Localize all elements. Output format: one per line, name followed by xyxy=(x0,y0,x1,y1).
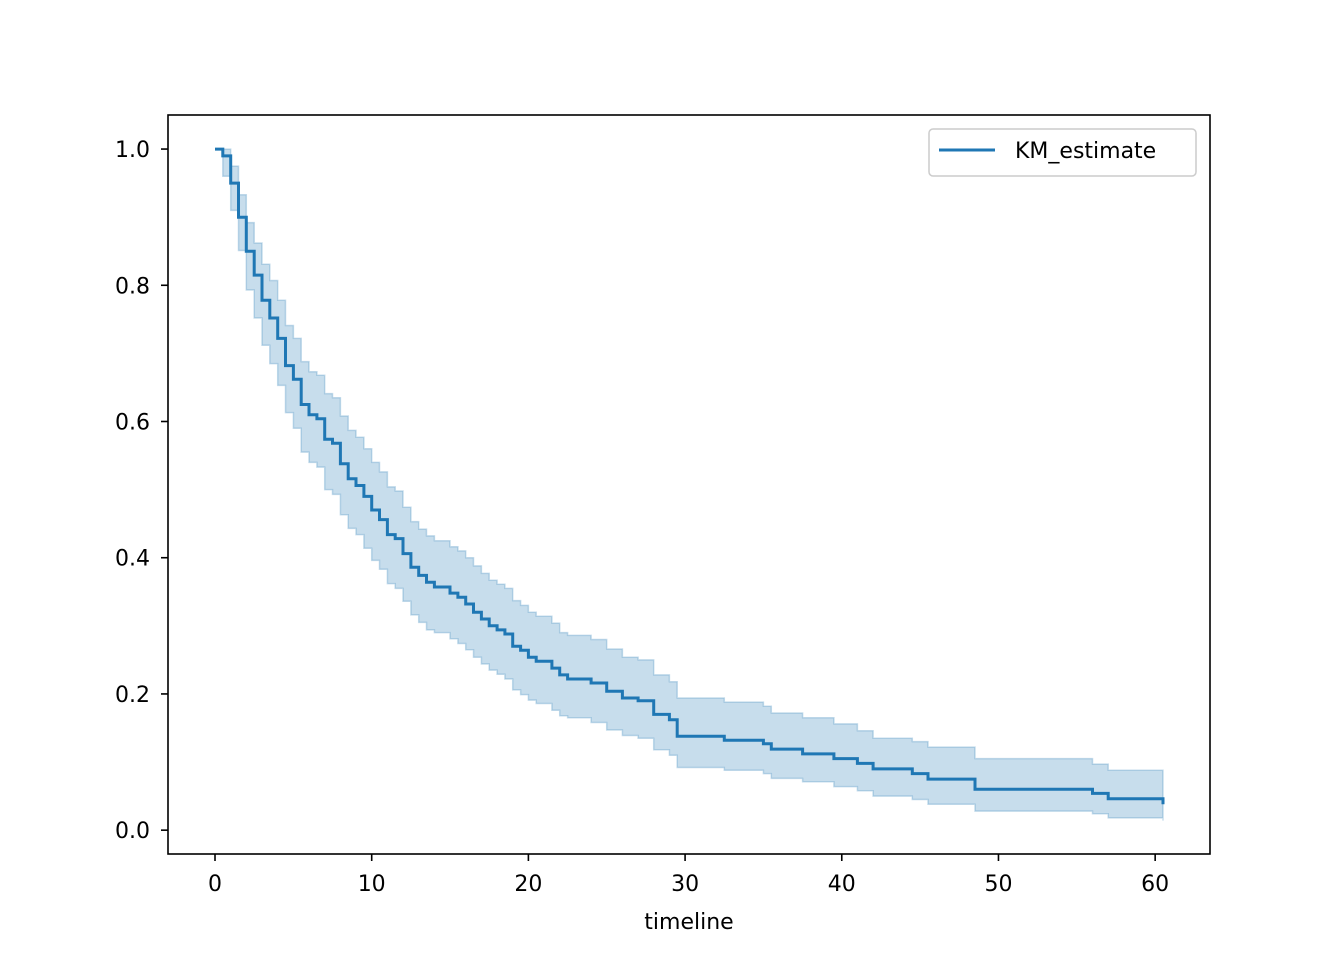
x-tick-label: 50 xyxy=(984,872,1012,897)
x-tick-label: 0 xyxy=(208,872,222,897)
x-tick-label: 10 xyxy=(358,872,386,897)
legend: KM_estimate xyxy=(928,128,1197,177)
plot-area xyxy=(215,147,1165,821)
x-tick-label: 30 xyxy=(671,872,699,897)
y-tick-label: 0.6 xyxy=(115,410,150,435)
x-axis-label: timeline xyxy=(644,910,733,935)
y-tick-label: 0.0 xyxy=(115,819,150,844)
y-axis-ticks: 0.0 0.2 0.4 0.6 0.8 1.0 xyxy=(115,138,168,844)
y-tick-label: 0.2 xyxy=(115,683,150,708)
km-estimate-line xyxy=(215,147,1165,805)
y-tick-label: 1.0 xyxy=(115,138,150,163)
confidence-band xyxy=(215,148,1164,821)
y-tick-label: 0.4 xyxy=(115,547,150,572)
x-tick-label: 20 xyxy=(514,872,542,897)
x-tick-label: 40 xyxy=(828,872,856,897)
axes-frame xyxy=(167,114,1211,855)
x-axis-ticks: 0 10 20 30 40 50 60 xyxy=(208,854,1169,897)
y-tick-label: 0.8 xyxy=(115,274,150,299)
x-tick-label: 60 xyxy=(1141,872,1169,897)
legend-box xyxy=(928,128,1197,177)
legend-label: KM_estimate xyxy=(1015,139,1156,164)
